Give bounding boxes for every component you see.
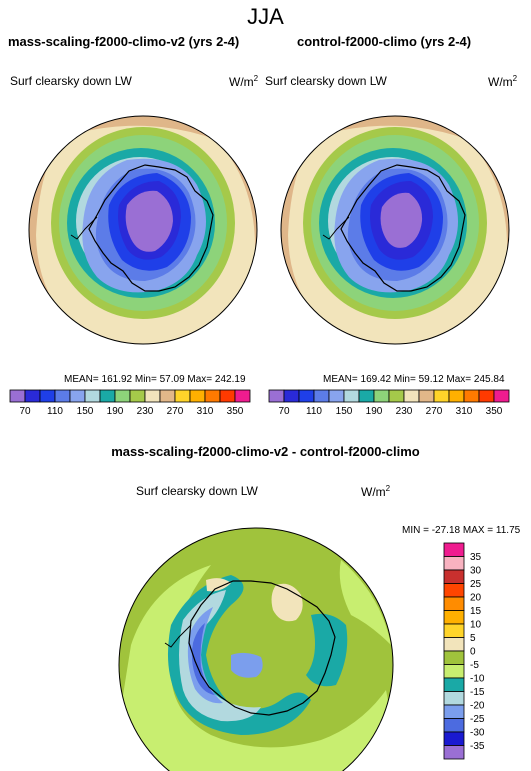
colorbar-difference-swatch-0: [443, 542, 465, 557]
colorbar-left-swatch-7: [114, 389, 131, 403]
colorbar-difference-label--35: -35: [470, 741, 485, 752]
colorbar-difference-swatch-6: [443, 623, 465, 638]
colorbar-right-swatch-11: [433, 389, 450, 403]
colorbar-left-label-270: 270: [167, 406, 184, 417]
colorbar-difference-label--10: -10: [470, 674, 485, 685]
colorbar-right-label-230: 230: [396, 406, 413, 417]
colorbar-right-swatch-1: [283, 389, 300, 403]
colorbar-left-swatch-9: [144, 389, 161, 403]
colorbar-difference-label-5: 5: [470, 633, 476, 644]
colorbar-left-label-150: 150: [77, 406, 94, 417]
colorbar-right-label-70: 70: [278, 406, 290, 417]
colorbar-difference-label-25: 25: [470, 579, 482, 590]
colorbar-difference-label-15: 15: [470, 606, 482, 617]
colorbar-difference-label--5: -5: [470, 660, 479, 671]
colorbar-left-swatch-11: [174, 389, 191, 403]
difference-title: mass-scaling-f2000-climo-v2 - control-f2…: [111, 444, 420, 459]
colorbar-left-label-70: 70: [19, 406, 31, 417]
colorbar-right-swatch-5: [343, 389, 360, 403]
colorbar-difference-swatch-13: [443, 718, 465, 733]
colorbar-right-swatch-8: [388, 389, 405, 403]
difference-stats: MIN = -27.18 MAX = 11.75: [402, 525, 521, 536]
colorbar-difference-label--25: -25: [470, 714, 485, 725]
panel-left-units: W/m2: [229, 74, 259, 89]
colorbar-right-label-270: 270: [426, 406, 443, 417]
colorbar-left-label-230: 230: [137, 406, 154, 417]
colorbar-left-swatch-6: [99, 389, 116, 403]
colorbar-left-swatch-12: [189, 389, 206, 403]
panel-right-stats: MEAN= 169.42 Min= 59.12 Max= 245.84: [323, 374, 505, 385]
colorbar-left-swatch-3: [54, 389, 71, 403]
colorbar-left-swatch-5: [84, 389, 101, 403]
colorbar-difference-swatch-11: [443, 691, 465, 706]
colorbar-difference-swatch-8: [443, 650, 465, 665]
colorbar-left-swatch-8: [129, 389, 146, 403]
colorbar-difference-swatch-7: [443, 637, 465, 652]
colorbar-difference-swatch-5: [443, 610, 465, 625]
colorbar-difference: 35 30 25 20 15 10 5 0 -5 -10 -15 -20 -25 -30 -35: [443, 542, 485, 760]
colorbar-right-label-350: 350: [486, 406, 503, 417]
colorbar-difference-swatch-3: [443, 583, 465, 598]
colorbar-left-label-310: 310: [197, 406, 214, 417]
colorbar-left-swatch-2: [39, 389, 56, 403]
colorbar-right-swatch-6: [358, 389, 375, 403]
colorbar-left-label-190: 190: [107, 406, 124, 417]
colorbar-difference-label-35: 35: [470, 552, 482, 563]
colorbar-right-label-190: 190: [366, 406, 383, 417]
colorbar-difference-label--15: -15: [470, 687, 485, 698]
colorbar-right: 70 110 150 190 230 270 310 350: [268, 389, 510, 417]
difference-variable: Surf clearsky down LW: [136, 484, 258, 498]
colorbar-right-swatch-2: [298, 389, 315, 403]
colorbar-right-swatch-13: [463, 389, 480, 403]
map-difference: [118, 527, 394, 771]
colorbar-right-swatch-9: [403, 389, 420, 403]
colorbar-right-label-110: 110: [306, 406, 322, 417]
panel-left-variable: Surf clearsky down LW: [10, 74, 132, 88]
map-left: [28, 115, 258, 345]
colorbar-difference-label-10: 10: [470, 620, 482, 631]
colorbar-difference-swatch-14: [443, 731, 465, 746]
colorbar-difference-label--30: -30: [470, 728, 485, 739]
colorbar-left-swatch-1: [24, 389, 41, 403]
colorbar-left-swatch-14: [219, 389, 236, 403]
colorbar-left-swatch-4: [69, 389, 86, 403]
colorbar-difference-swatch-12: [443, 704, 465, 719]
colorbar-left-swatch-13: [204, 389, 221, 403]
panel-left-stats: MEAN= 161.92 Min= 57.09 Max= 242.19: [64, 374, 246, 385]
colorbar-right-label-150: 150: [336, 406, 353, 417]
colorbar-left-label-110: 110: [47, 406, 63, 417]
panel-right-variable: Surf clearsky down LW: [265, 74, 387, 88]
colorbar-difference-swatch-4: [443, 596, 465, 611]
colorbar-right-swatch-12: [448, 389, 465, 403]
main-title: JJA: [247, 4, 284, 29]
difference-units: W/m2: [361, 484, 391, 499]
colorbar-difference-label-30: 30: [470, 566, 482, 577]
colorbar-right-swatch-10: [418, 389, 435, 403]
colorbar-right-swatch-15: [493, 389, 510, 403]
colorbar-difference-swatch-15: [443, 745, 465, 760]
panel-right-units: W/m2: [488, 74, 518, 89]
colorbar-right-swatch-7: [373, 389, 390, 403]
colorbar-difference-swatch-9: [443, 664, 465, 679]
colorbar-difference-swatch-1: [443, 556, 465, 571]
colorbar-left: 70 110 150 190 230 270 310 350: [9, 389, 251, 417]
panel-right-title: control-f2000-climo (yrs 2-4): [297, 34, 472, 49]
colorbar-left-swatch-15: [234, 389, 251, 403]
colorbar-right-swatch-14: [478, 389, 495, 403]
colorbar-difference-swatch-10: [443, 677, 465, 692]
map-right: [280, 115, 510, 345]
colorbar-right-swatch-3: [313, 389, 330, 403]
colorbar-right-swatch-0: [268, 389, 285, 403]
colorbar-difference-label-20: 20: [470, 593, 482, 604]
panel-left-title: mass-scaling-f2000-climo-v2 (yrs 2-4): [8, 34, 240, 49]
colorbar-right-swatch-4: [328, 389, 345, 403]
colorbar-left-label-350: 350: [227, 406, 244, 417]
colorbar-left-swatch-10: [159, 389, 176, 403]
colorbar-difference-label--20: -20: [470, 701, 485, 712]
colorbar-right-label-310: 310: [456, 406, 473, 417]
colorbar-difference-swatch-2: [443, 569, 465, 584]
colorbar-difference-label-0: 0: [470, 647, 476, 658]
colorbar-left-swatch-0: [9, 389, 26, 403]
